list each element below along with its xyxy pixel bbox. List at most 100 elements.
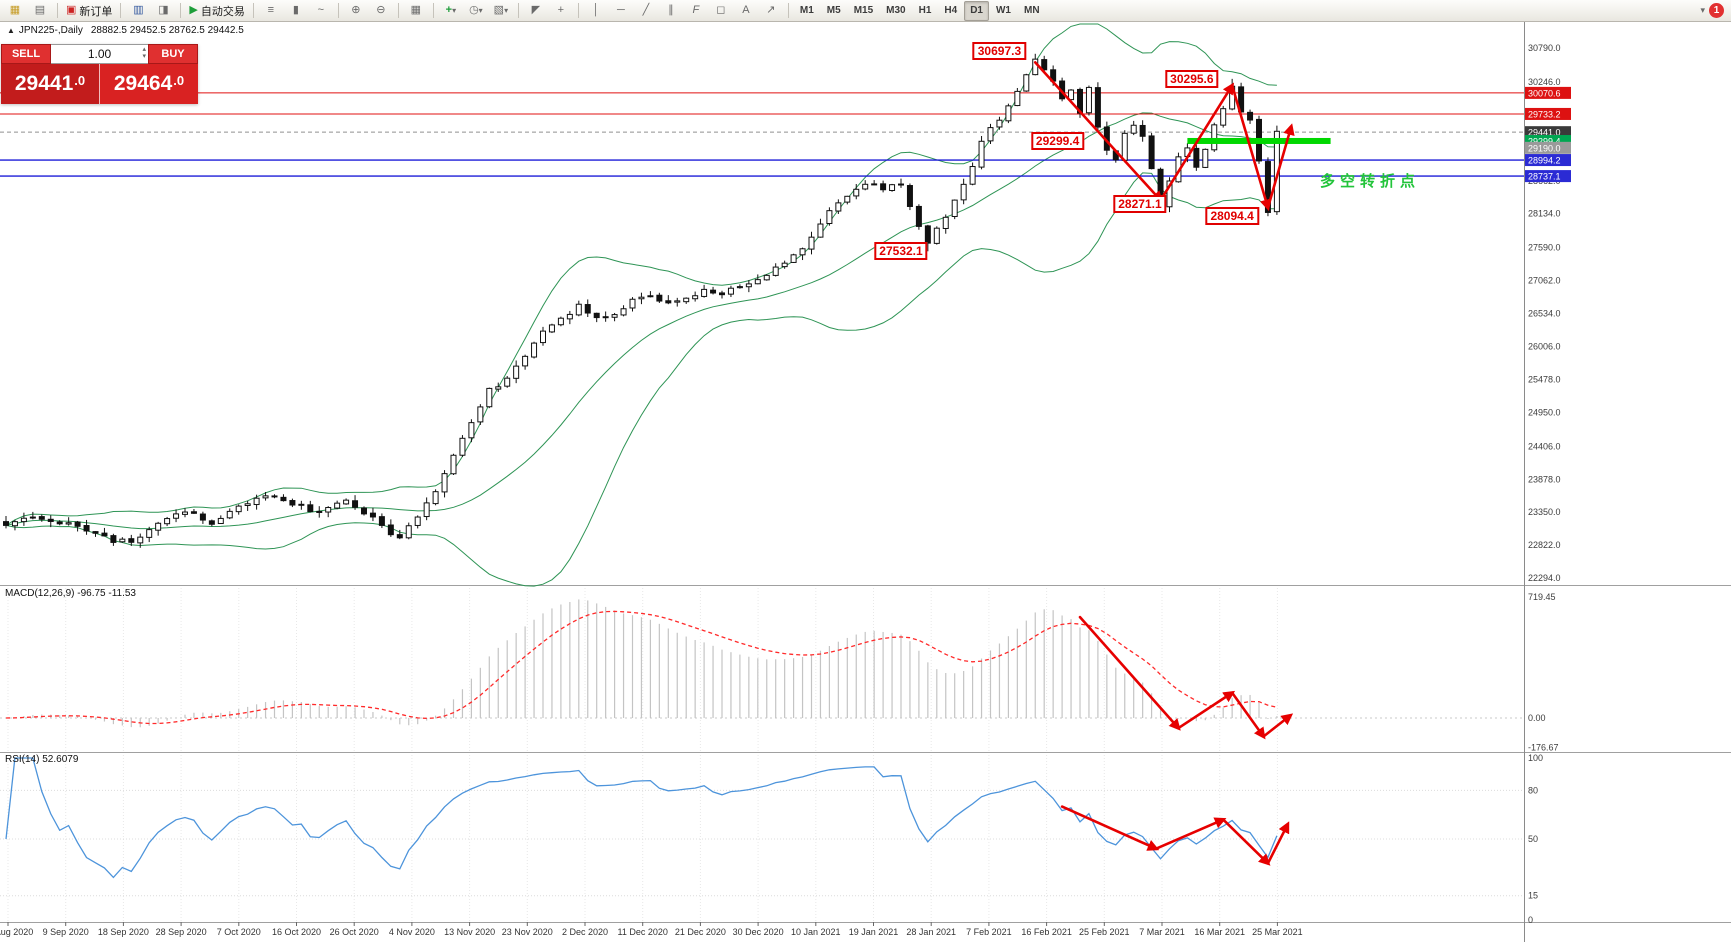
price-annotation[interactable]: 30295.6 (1165, 70, 1219, 89)
timeframe-m15[interactable]: M15 (853, 5, 874, 16)
svg-text:23 Nov 2020: 23 Nov 2020 (502, 927, 553, 937)
line-chart-button[interactable]: ~ (309, 1, 333, 21)
svg-text:29441.0: 29441.0 (1528, 128, 1561, 138)
timeframe-m5[interactable]: M5 (826, 5, 841, 16)
indicators-button[interactable]: + ▾ (439, 1, 463, 21)
zoom-out-button[interactable]: ⊖ (369, 1, 393, 21)
market-watch-icon: ▥ (133, 4, 144, 16)
toolbar-separator (120, 3, 122, 18)
volume-field[interactable]: 1.00 ▴ ▾ (51, 44, 148, 64)
auto-trading-label: 自动交易 (200, 5, 245, 18)
spinner-down-icon[interactable]: ▾ (142, 53, 146, 60)
cursor-button[interactable]: ◤ (524, 1, 548, 21)
svg-text:7 Feb 2021: 7 Feb 2021 (966, 927, 1012, 937)
zoom-in-button[interactable]: ⊕ (344, 1, 368, 21)
chevron-down-icon: ▾ (452, 5, 457, 15)
timeframe-d1[interactable]: D1 (964, 0, 989, 21)
channel-button[interactable]: ∥ (659, 1, 683, 21)
price-annotation[interactable]: 28271.1 (1113, 194, 1167, 213)
svg-text:22822.0: 22822.0 (1528, 540, 1561, 550)
auto-trading-button[interactable]: ▶ 自动交易 (186, 1, 247, 21)
timeframe-h4[interactable]: H4 (944, 5, 958, 16)
svg-text:30 Dec 2020: 30 Dec 2020 (733, 927, 784, 937)
rsi-line (5, 757, 1278, 879)
tile-windows-icon: ▦ (410, 4, 422, 16)
timeframe-w1[interactable]: W1 (995, 5, 1011, 16)
svg-text:29299.4: 29299.4 (1528, 137, 1561, 147)
profiles-icon: ▤ (34, 4, 46, 16)
horizontal-line-icon: ─ (616, 4, 625, 16)
trendline-button[interactable]: ╱ (634, 1, 658, 21)
svg-text:15: 15 (1528, 891, 1538, 901)
grid-lines (0, 585, 1524, 922)
volume-value: 1.00 (87, 47, 112, 61)
svg-text:25 Mar 2021: 25 Mar 2021 (1252, 927, 1303, 937)
toolbar-separator (252, 3, 254, 18)
shapes-button[interactable]: ◻ (709, 1, 733, 21)
notification-badge[interactable]: 1 (1709, 3, 1724, 18)
periods-button[interactable]: ◷ ▾ (464, 1, 488, 21)
spinner-up-icon[interactable]: ▴ (142, 46, 146, 53)
price-annotation[interactable]: 29299.4 (1030, 131, 1085, 150)
svg-text:30246.0: 30246.0 (1528, 77, 1561, 87)
rsi-name: RSI(14) (5, 754, 40, 765)
svg-text:26534.0: 26534.0 (1528, 309, 1561, 319)
bid-price[interactable]: 29441.0 (1, 64, 100, 104)
candle-chart-button[interactable]: ▮ (284, 1, 308, 21)
svg-text:29733.2: 29733.2 (1528, 109, 1561, 119)
navigator-icon: ◨ (158, 4, 169, 16)
svg-text:16 Feb 2021: 16 Feb 2021 (1021, 927, 1072, 937)
navigator-button[interactable]: ◨ (151, 1, 175, 21)
svg-text:21 Dec 2020: 21 Dec 2020 (675, 927, 726, 937)
price-annotation[interactable]: 30697.3 (972, 42, 1027, 61)
market-watch-button[interactable]: ▥ (126, 1, 150, 21)
svg-text:26 Oct 2020: 26 Oct 2020 (330, 927, 379, 937)
new-order-button[interactable]: ▣ 新订单 (63, 1, 115, 21)
panel-frame (0, 22, 1731, 942)
svg-text:16 Oct 2020: 16 Oct 2020 (272, 927, 321, 937)
buy-button[interactable]: BUY (148, 44, 198, 64)
tile-windows-button[interactable]: ▦ (404, 1, 428, 21)
svg-text:7 Mar 2021: 7 Mar 2021 (1139, 927, 1185, 937)
text-button[interactable]: A (734, 1, 758, 21)
vertical-line-button[interactable]: │ (584, 1, 608, 21)
toolbar-separator (337, 3, 339, 18)
svg-text:9 Sep 2020: 9 Sep 2020 (43, 927, 89, 937)
chevron-down-icon: ▾ (504, 5, 509, 15)
svg-text:50: 50 (1528, 834, 1538, 844)
ask-main: 29464 (113, 72, 173, 95)
profiles-button[interactable]: ▤ (28, 1, 52, 21)
svg-text:28134.0: 28134.0 (1528, 209, 1561, 219)
timeframe-m30[interactable]: M30 (886, 5, 906, 16)
svg-text:80: 80 (1528, 785, 1538, 795)
sell-button[interactable]: SELL (1, 44, 51, 64)
chart-symbol-period: JPN225-,Daily (18, 25, 83, 36)
new-chart-button[interactable]: ▦ (3, 1, 27, 21)
new-chart-icon: ▦ (9, 4, 21, 16)
volume-spinner[interactable]: ▴ ▾ (142, 46, 146, 60)
timeframe-mn[interactable]: MN (1023, 5, 1040, 16)
chart-note-text[interactable]: 多空转折点 (1320, 173, 1421, 190)
price-annotation[interactable]: 28094.4 (1205, 206, 1259, 225)
price-annotation[interactable]: 27532.1 (874, 241, 928, 260)
fibonacci-button[interactable]: F (684, 1, 708, 21)
templates-button[interactable]: ▧ ▾ (489, 1, 513, 21)
svg-text:27062.0: 27062.0 (1528, 276, 1561, 286)
crosshair-button[interactable]: + (549, 1, 573, 21)
svg-text:0.00: 0.00 (1528, 713, 1546, 723)
chart-ohlc-values: 28882.5 29452.5 28762.5 29442.5 (90, 25, 244, 36)
quick-menu-icon[interactable]: ▾ (1700, 5, 1705, 15)
arrows-icon: ↗ (766, 4, 776, 16)
timeframe-h1[interactable]: H1 (918, 5, 932, 16)
ask-price[interactable]: 29464.0 (100, 64, 198, 104)
toolbar-separator (180, 3, 182, 18)
zoom-in-icon: ⊕ (351, 4, 361, 16)
bar-chart-button[interactable]: ≡ (259, 1, 283, 21)
arrows-button[interactable]: ↗ (759, 1, 783, 21)
svg-text:26006.0: 26006.0 (1528, 342, 1561, 352)
horizontal-line-button[interactable]: ─ (609, 1, 633, 21)
svg-text:11 Dec 2020: 11 Dec 2020 (618, 927, 668, 937)
timeframe-m1[interactable]: M1 (799, 5, 814, 16)
